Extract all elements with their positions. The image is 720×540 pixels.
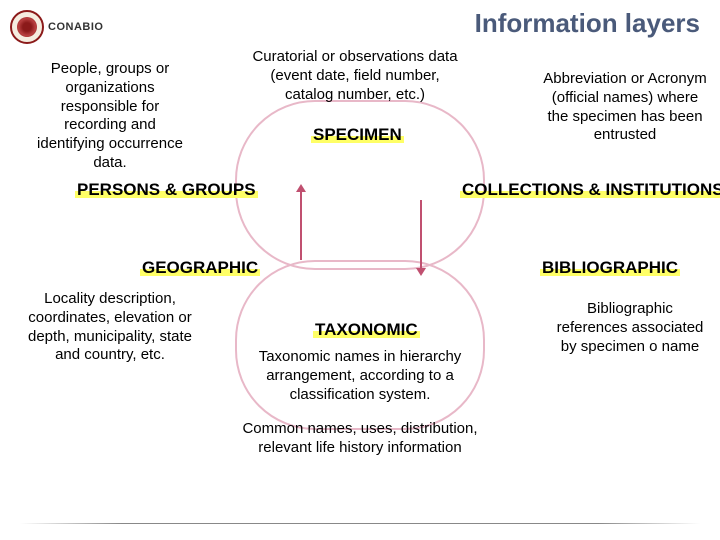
logo-icon	[10, 10, 44, 44]
desc-specimen: Curatorial or observations data (event d…	[250, 48, 460, 104]
divider	[20, 523, 700, 524]
label-persons: PERSONS & GROUPS	[75, 180, 258, 200]
pill-bottom	[235, 260, 485, 430]
desc-taxonomic-1: Taxonomic names in hierarchy arrangement…	[230, 348, 490, 404]
desc-collections: Abbreviation or Acronym (official names)…	[540, 70, 710, 145]
arrow-up-icon	[300, 190, 302, 260]
desc-taxonomic-2: Common names, uses, distribution, releva…	[230, 420, 490, 458]
desc-geographic: Locality description, coordinates, eleva…	[20, 290, 200, 365]
label-geographic: GEOGRAPHIC	[140, 258, 260, 278]
label-specimen: SPECIMEN	[311, 125, 404, 145]
page-title: Information layers	[475, 8, 700, 39]
logo-text: CONABIO	[48, 21, 103, 33]
label-collections: COLLECTIONS & INSTITUTIONS	[460, 180, 720, 200]
logo: CONABIO	[10, 10, 103, 44]
arrow-down-icon	[420, 200, 422, 270]
desc-persons: People, groups or organizations responsi…	[30, 60, 190, 173]
label-bibliographic: BIBLIOGRAPHIC	[540, 258, 680, 278]
desc-bibliographic: Bibliographic references associated by s…	[555, 300, 705, 356]
label-taxonomic: TAXONOMIC	[313, 320, 420, 340]
